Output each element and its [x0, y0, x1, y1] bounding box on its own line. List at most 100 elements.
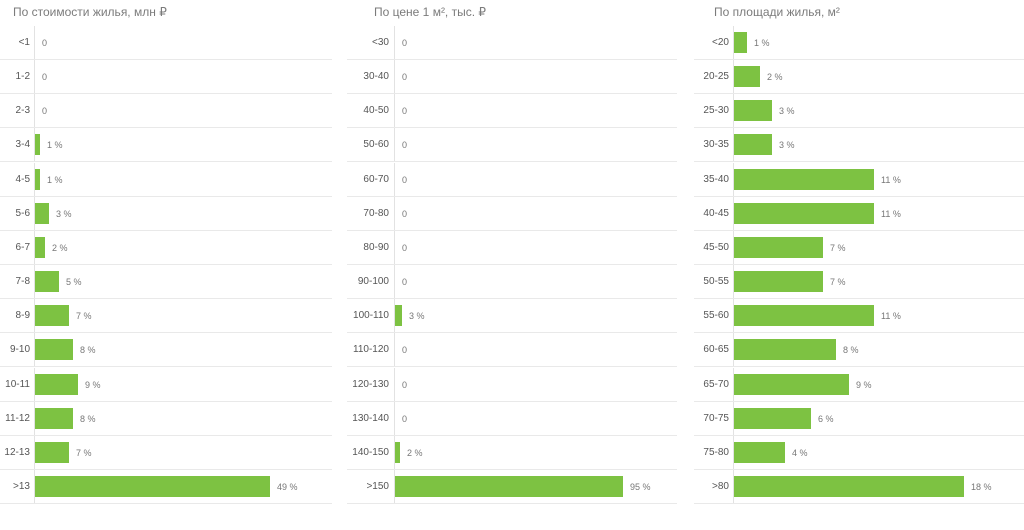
value-label: 0	[402, 242, 408, 253]
bar	[734, 100, 772, 122]
value-label: 11 %	[881, 311, 901, 322]
bar-row: 55-60 11 %	[694, 299, 1024, 334]
axis-line	[394, 196, 395, 231]
axis-line	[34, 469, 35, 504]
category-label: 3-4	[15, 139, 30, 151]
axis-line	[733, 435, 734, 470]
value-label: 8 %	[80, 345, 96, 356]
bar-row: 5-6 3 %	[0, 196, 332, 231]
value-label: 0	[402, 379, 408, 390]
category-label: 10-11	[5, 378, 30, 390]
category-label: 50-55	[703, 276, 729, 288]
row-divider	[0, 59, 332, 60]
category-label: <30	[372, 37, 389, 48]
axis-line	[394, 367, 395, 402]
bar	[35, 168, 40, 190]
bar-row: 90-100 0	[347, 265, 677, 300]
value-label: 9 %	[856, 379, 872, 390]
row-divider	[0, 93, 332, 95]
bar-row: <1 0	[0, 26, 332, 60]
value-label: 7 %	[830, 277, 846, 288]
bar-row: 40-45 11 %	[694, 196, 1024, 231]
axis-line	[394, 60, 395, 95]
bar	[734, 66, 760, 88]
bar-row: >80 18 %	[694, 469, 1024, 504]
axis-line	[733, 196, 734, 231]
chart-title: По цене 1 м², тыс. ₽	[374, 5, 487, 19]
row-divider	[347, 127, 677, 129]
axis-line	[34, 401, 35, 436]
category-label: <1	[18, 37, 30, 48]
value-label: 49 %	[277, 481, 298, 492]
axis-line	[733, 401, 734, 436]
bar-row: 110-120 0	[347, 333, 677, 368]
row-divider	[0, 400, 332, 402]
bar-row: 1-2 0	[0, 60, 332, 95]
row-divider	[347, 229, 677, 231]
row-divider	[347, 366, 677, 368]
value-label: 11 %	[881, 174, 901, 185]
axis-line	[34, 333, 35, 368]
bar-row: 120-130 0	[347, 367, 677, 402]
bar	[395, 475, 623, 497]
category-label: 30-35	[703, 139, 729, 151]
value-label: 8 %	[843, 345, 859, 356]
value-label: 95 %	[630, 481, 651, 492]
category-label: 7-8	[15, 276, 30, 288]
category-label: 55-60	[703, 310, 729, 322]
category-label: 60-70	[363, 173, 389, 185]
category-label: 4-5	[15, 173, 30, 185]
axis-line	[394, 26, 395, 60]
value-label: 0	[402, 208, 408, 219]
row-divider	[694, 229, 1024, 231]
axis-line	[34, 435, 35, 470]
bar	[734, 475, 964, 497]
category-label: 1-2	[15, 71, 30, 83]
value-label: 0	[42, 72, 48, 83]
category-label: 9-10	[9, 344, 30, 356]
category-label: 140-150	[352, 446, 389, 458]
category-label: 90-100	[357, 276, 389, 288]
bar	[35, 441, 69, 463]
category-label: 70-80	[363, 207, 389, 219]
bar	[734, 407, 811, 429]
category-label: 80-90	[363, 241, 389, 253]
value-label: 18 %	[971, 481, 992, 492]
bar-row: 4-5 1 %	[0, 162, 332, 197]
row-divider	[347, 332, 677, 334]
axis-line	[34, 230, 35, 265]
value-label: 0	[402, 174, 408, 185]
axis-line	[394, 469, 395, 504]
bar-row: 70-80 0	[347, 196, 677, 231]
row-divider	[0, 332, 332, 334]
axis-line	[733, 60, 734, 95]
axis-line	[34, 128, 35, 163]
bar	[35, 305, 69, 327]
bar-row: 10-11 9 %	[0, 367, 332, 402]
value-label: 9 %	[85, 379, 101, 390]
bar	[734, 339, 836, 361]
row-divider	[694, 366, 1024, 368]
axis-line	[733, 162, 734, 197]
value-label: 6 %	[818, 413, 834, 424]
category-label: >80	[712, 480, 729, 492]
bar-row: 20-25 2 %	[694, 60, 1024, 95]
bar	[35, 134, 40, 156]
bar-row: 7-8 5 %	[0, 265, 332, 300]
value-label: 0	[402, 38, 408, 48]
value-label: 3 %	[779, 106, 795, 117]
row-divider	[347, 263, 677, 265]
category-label: 50-60	[363, 139, 389, 151]
axis-line	[34, 94, 35, 129]
axis-line	[394, 128, 395, 163]
axis-line	[733, 299, 734, 334]
chart-title: По стоимости жилья, млн ₽	[13, 5, 167, 19]
category-label: 11-12	[5, 412, 30, 424]
value-label: 1 %	[47, 174, 63, 185]
value-label: 0	[402, 140, 408, 151]
axis-line	[394, 162, 395, 197]
value-label: 0	[402, 72, 408, 83]
category-label: 12-13	[4, 446, 30, 458]
bar-row: 25-30 3 %	[694, 94, 1024, 129]
bar	[395, 305, 402, 327]
